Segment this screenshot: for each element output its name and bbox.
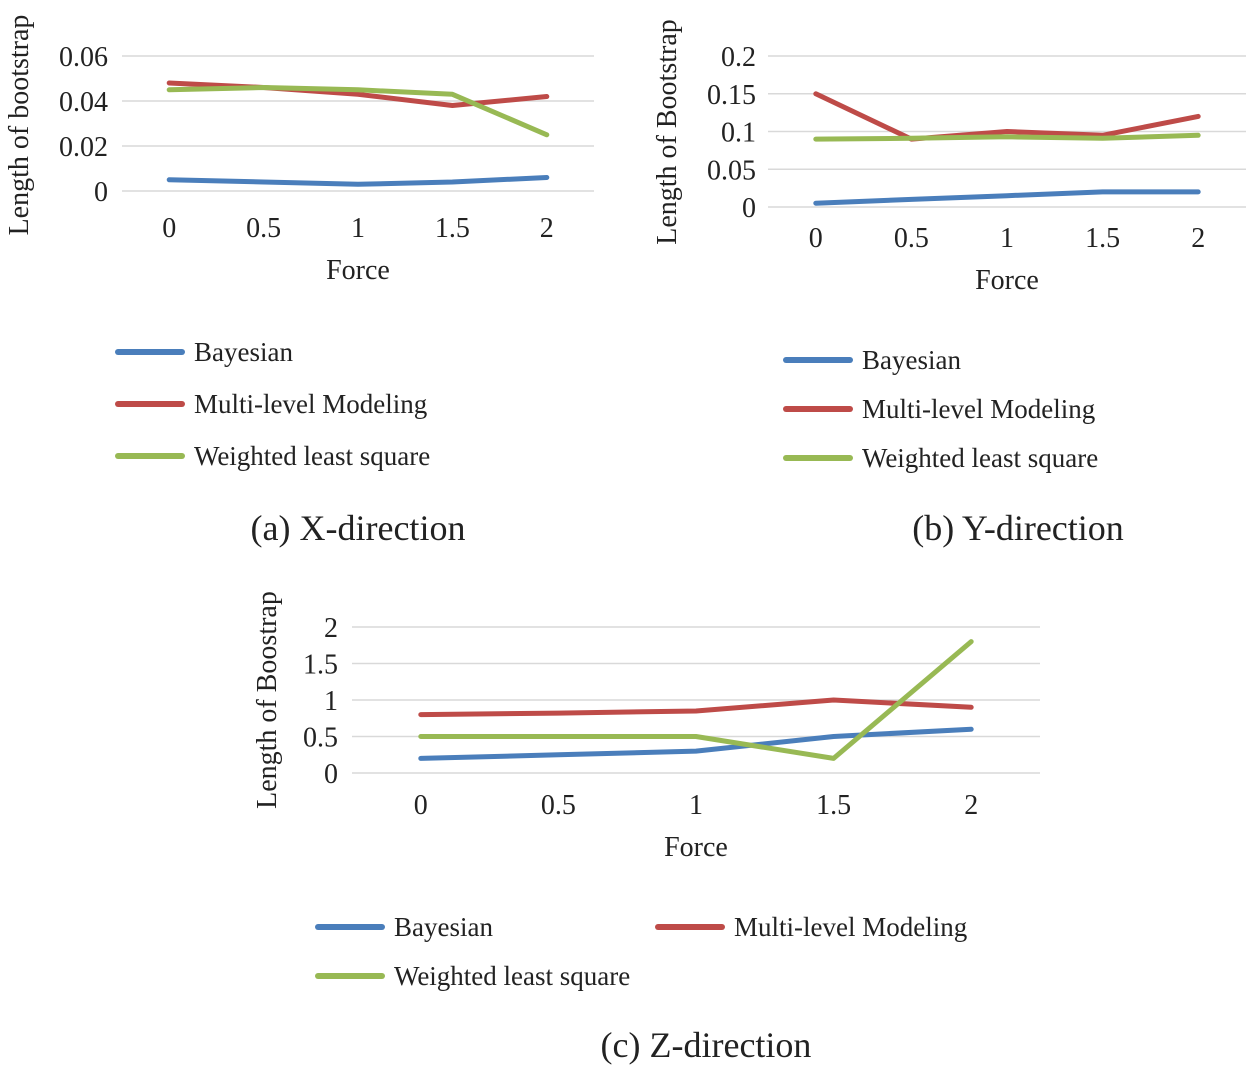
chart-c-series-wls-line [418, 639, 974, 761]
chart-b-legend-label-wls: Weighted least square [862, 443, 1098, 473]
chart-b-legend-label-multilevel: Multi-level Modeling [862, 394, 1095, 424]
chart-b-x-tick-label: 0.5 [894, 223, 929, 254]
chart-c-x-tick-label: 1 [689, 790, 703, 821]
chart-b-legend-label-bayesian: Bayesian [862, 345, 961, 375]
chart-b-caption: (b) Y-direction [912, 508, 1124, 548]
chart-c-x-axis-title: Force [664, 832, 728, 863]
chart-b: 0 0.05 0.1 0.15 0.2 0 0.5 1 1.5 2 Force Length of B… [652, 19, 1246, 548]
chart-c-x-tick-label: 1.5 [816, 790, 851, 821]
chart-c-y-tick-label: 1 [324, 686, 338, 717]
chart-b-y-axis-title: Length of Bootstrap [652, 19, 683, 245]
chart-b-series-wls-line [813, 132, 1201, 142]
chart-c-legend-label-bayesian: Bayesian [394, 912, 493, 942]
chart-c: 0 0.5 1 1.5 2 0 0.5 1 1.5 2 Force Length of Boostra… [252, 591, 1040, 1065]
chart-b-series-multilevel-line [813, 91, 1201, 142]
chart-a-caption: (a) X-direction [251, 508, 466, 548]
chart-b-series-bayesian-line [813, 189, 1201, 206]
chart-c-y-tick-label: 1.5 [303, 650, 338, 681]
chart-a-y-tick-label: 0 [94, 177, 108, 208]
chart-c-series-bayesian-line [418, 726, 974, 761]
chart-a-legend-label-wls: Weighted least square [194, 441, 430, 471]
chart-a-x-tick-label: 2 [540, 213, 554, 244]
chart-a-x-tick-label: 1.5 [435, 213, 470, 244]
chart-b-y-tick-label: 0.05 [707, 155, 756, 186]
chart-c-y-axis-title: Length of Boostrap [252, 591, 283, 809]
chart-a: 0 0.02 0.04 0.06 0 0.5 1 1.5 2 Force Length of boo… [4, 15, 594, 548]
chart-a-series-bayesian-line [166, 175, 550, 187]
chart-c-x-tick-label: 0.5 [541, 790, 576, 821]
chart-c-y-tick-label: 2 [324, 613, 338, 644]
chart-b-y-tick-label: 0 [742, 193, 756, 224]
chart-b-x-tick-label: 1.5 [1085, 223, 1120, 254]
chart-b-y-tick-label: 0.1 [721, 118, 756, 149]
chart-b-x-axis-title: Force [975, 265, 1039, 296]
chart-c-x-tick-label: 0 [414, 790, 428, 821]
chart-b-x-tick-label: 2 [1191, 223, 1205, 254]
chart-a-series-wls-line [166, 85, 550, 138]
chart-a-legend-label-bayesian: Bayesian [194, 337, 293, 367]
chart-b-y-tick-label: 0.15 [707, 80, 756, 111]
chart-a-legend-label-multilevel: Multi-level Modeling [194, 389, 427, 419]
chart-a-x-axis-title: Force [326, 255, 390, 286]
chart-c-y-tick-label: 0.5 [303, 723, 338, 754]
chart-a-x-tick-label: 1 [351, 213, 365, 244]
chart-a-x-tick-label: 0 [162, 213, 176, 244]
chart-c-legend-label-multilevel: Multi-level Modeling [734, 912, 967, 942]
chart-a-x-tick-label: 0.5 [246, 213, 281, 244]
chart-b-x-tick-label: 1 [1000, 223, 1014, 254]
chart-c-caption: (c) Z-direction [601, 1025, 812, 1065]
chart-c-legend-label-wls: Weighted least square [394, 961, 630, 991]
chart-a-y-tick-label: 0.02 [59, 132, 108, 163]
chart-b-x-tick-label: 0 [809, 223, 823, 254]
chart-a-y-tick-label: 0.04 [59, 87, 108, 118]
chart-c-series-multilevel-line [418, 697, 974, 718]
chart-c-y-tick-label: 0 [324, 759, 338, 790]
chart-b-y-tick-label: 0.2 [721, 42, 756, 73]
chart-a-y-axis-title: Length of bootstrap [4, 15, 35, 236]
chart-c-x-tick-label: 2 [964, 790, 978, 821]
chart-a-y-tick-label: 0.06 [59, 42, 108, 73]
